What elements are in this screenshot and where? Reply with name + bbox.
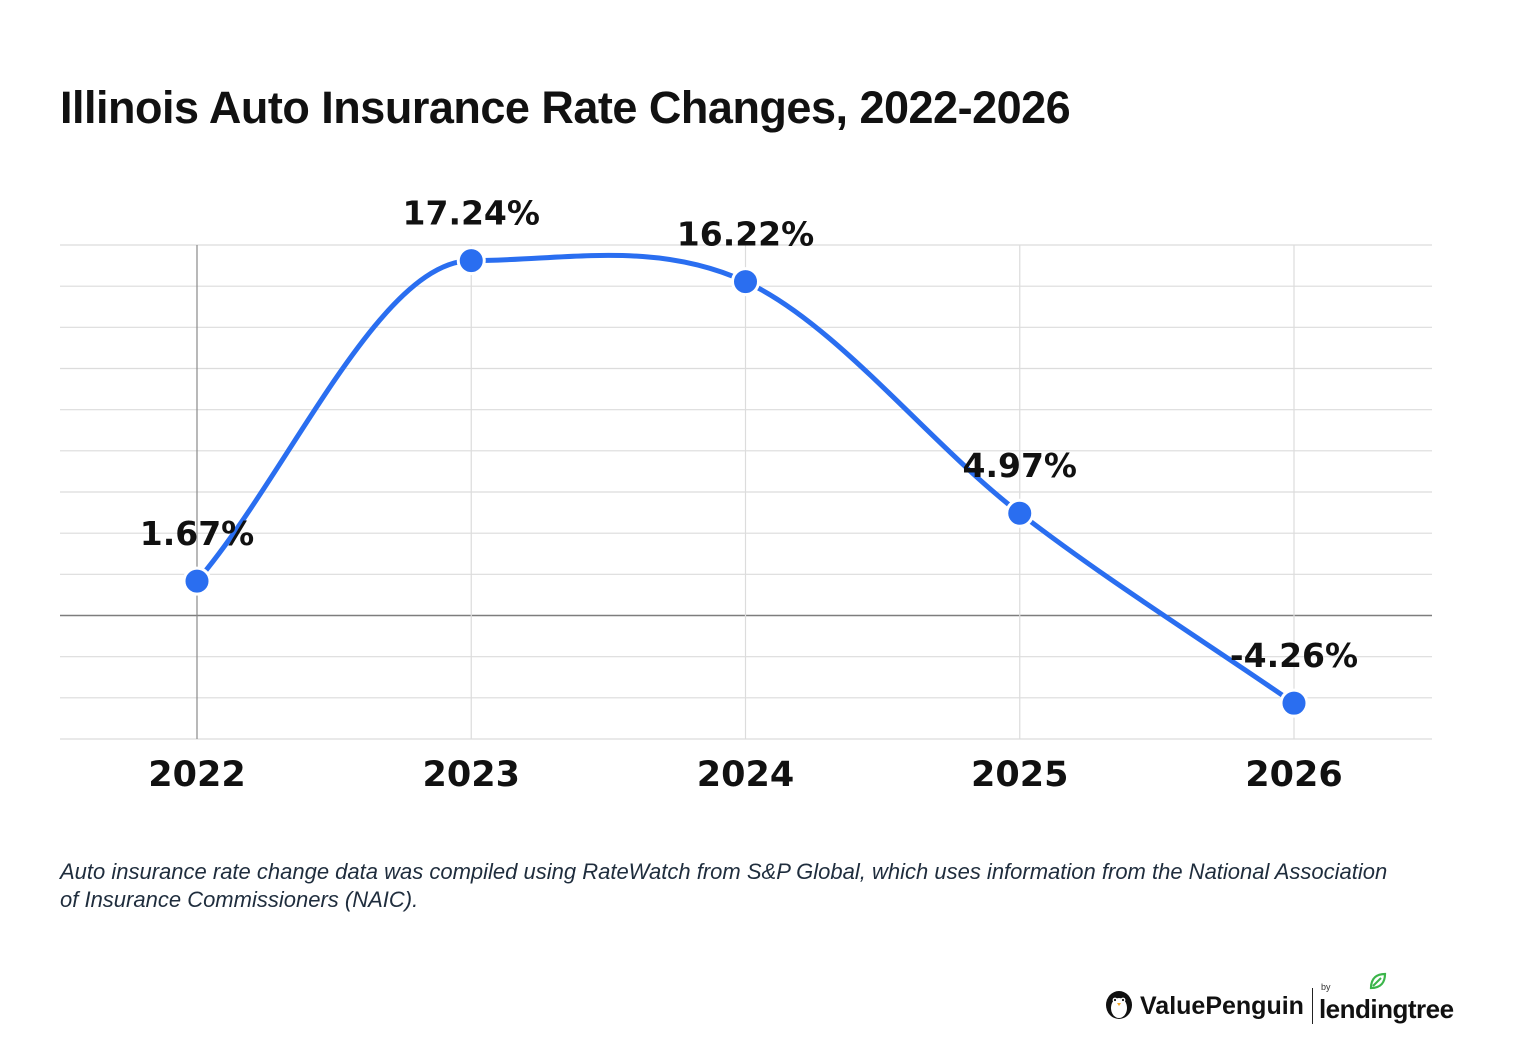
chart-data-labels: 1.67% 17.24% 16.22% 4.97% -4.26% <box>140 194 1358 676</box>
chart-series <box>182 246 1309 718</box>
data-point <box>1279 688 1309 718</box>
penguin-icon <box>1104 988 1134 1025</box>
data-point <box>456 246 486 276</box>
data-point <box>731 267 760 297</box>
data-point <box>182 566 212 596</box>
x-tick-label: 2025 <box>971 755 1068 795</box>
brand-logo: ValuePenguin by lendingtree <box>1104 972 1454 1026</box>
x-tick-label: 2026 <box>1245 755 1342 795</box>
x-tick-label: 2023 <box>423 755 520 795</box>
x-tick-label: 2024 <box>697 755 794 795</box>
source-footnote: Auto insurance rate change data was comp… <box>60 859 1388 912</box>
data-point <box>1005 498 1035 528</box>
chart-x-ticks: 2022 2023 2024 2025 2026 <box>148 755 1342 795</box>
partner-logo: by lendingtree <box>1318 972 1454 1025</box>
line-chart: 1.67%17.24%16.22%4.97%-4.26% 2022 2023 202… <box>60 194 1432 795</box>
data-label: 16.22% <box>677 215 814 254</box>
data-label: -4.26% <box>1230 636 1358 675</box>
data-label: 17.24% <box>403 194 540 233</box>
logo-divider <box>1311 988 1313 1024</box>
by-text: by <box>1320 981 1331 992</box>
data-label: 4.97% <box>963 446 1078 485</box>
chart-title: Illinois Auto Insurance Rate Changes, 20… <box>60 82 1071 133</box>
chart-grid <box>60 244 1432 740</box>
x-tick-label: 2022 <box>148 755 245 795</box>
partner-name: lendingtree <box>1318 993 1454 1024</box>
leaf-icon <box>1369 972 1387 995</box>
brand-name: ValuePenguin <box>1140 991 1304 1020</box>
data-label: 1.67% <box>140 514 255 553</box>
